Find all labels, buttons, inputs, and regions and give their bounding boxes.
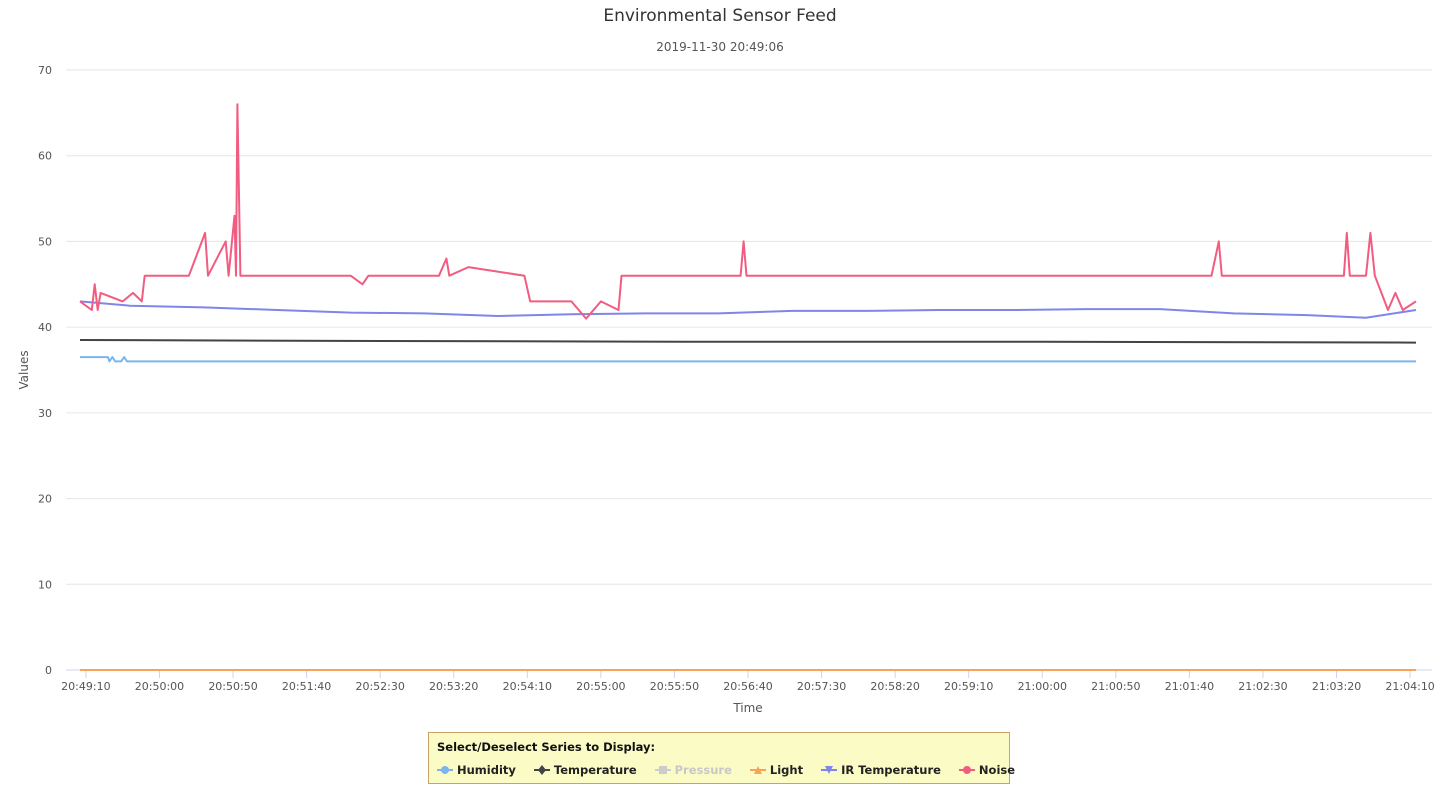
y-tick-label: 10 (38, 578, 52, 591)
grid-lines (66, 69, 1432, 671)
legend-item-humidity[interactable]: Humidity (437, 763, 516, 777)
x-tick-label: 20:56:40 (723, 680, 772, 693)
legend-item-label: IR Temperature (841, 763, 941, 777)
legend-marker-icon (749, 766, 766, 774)
legend-marker-icon (654, 766, 671, 774)
legend-item-light[interactable]: Light (749, 763, 804, 777)
legend-item-label: Pressure (674, 763, 732, 777)
legend-item-label: Humidity (457, 763, 516, 777)
series-lines (79, 103, 1417, 671)
y-tick-label: 70 (38, 64, 52, 77)
line-chart: 0 10 20 30 40 50 60 70 20:49:10 20:50:00 20:50:50… (17, 64, 1435, 715)
x-tick-label: 20:58:20 (870, 680, 919, 693)
x-axis-label: Time (732, 701, 762, 715)
series-line-humidity (80, 356, 1416, 363)
y-tick-label: 50 (38, 235, 52, 248)
series-line-noise (79, 103, 1417, 320)
x-tick-label: 20:49:10 (61, 680, 110, 693)
y-axis-label: Values (17, 350, 31, 389)
x-tick-label: 21:04:10 (1385, 680, 1434, 693)
series-line-temperature (79, 339, 1417, 344)
x-tick-label: 20:59:10 (944, 680, 993, 693)
legend-marker-icon (958, 766, 975, 774)
x-tick-label: 20:54:10 (503, 680, 552, 693)
y-tick-label: 0 (45, 664, 52, 677)
legend-title: Select/Deselect Series to Display: (437, 740, 656, 754)
x-tick-label: 20:53:20 (429, 680, 478, 693)
y-tick-label: 60 (38, 150, 52, 163)
x-tick-label: 20:57:30 (797, 680, 846, 693)
x-axis-ticks: 20:49:10 20:50:00 20:50:50 20:51:40 20:52:30… (61, 670, 1435, 693)
legend-item-label: Noise (978, 763, 1016, 777)
legend-item-pressure[interactable]: Pressure (654, 763, 732, 777)
y-tick-label: 30 (38, 407, 52, 420)
y-tick-label: 40 (38, 321, 52, 334)
chart-title: Environmental Sensor Feed (603, 6, 837, 26)
x-tick-label: 20:55:50 (650, 680, 699, 693)
x-tick-label: 20:55:00 (576, 680, 625, 693)
legend-marker-icon (437, 766, 453, 774)
legend-item-label: Temperature (553, 763, 637, 777)
legend-marker-icon (533, 765, 550, 775)
x-tick-label: 20:50:50 (208, 680, 257, 693)
chart-subtitle: 2019-11-30 20:49:06 (656, 40, 784, 54)
legend-items: Humidity Temperature Pressure Light IR Tempe… (437, 763, 1033, 777)
series-line-ir-temperature (79, 300, 1417, 319)
x-tick-label: 21:03:20 (1312, 680, 1361, 693)
x-tick-label: 21:00:50 (1091, 680, 1140, 693)
y-axis-ticks: 0 10 20 30 40 50 60 70 (38, 64, 52, 677)
legend-item-noise[interactable]: Noise (958, 763, 1016, 777)
x-tick-label: 21:00:00 (1018, 680, 1067, 693)
legend-marker-icon (821, 766, 838, 774)
legend-item-temperature[interactable]: Temperature (533, 763, 637, 777)
x-tick-label: 20:51:40 (282, 680, 331, 693)
legend-item-label: Light (769, 763, 804, 777)
x-tick-label: 20:52:30 (355, 680, 404, 693)
x-tick-label: 20:50:00 (135, 680, 184, 693)
x-tick-label: 21:01:40 (1165, 680, 1214, 693)
legend-item-ir-temperature[interactable]: IR Temperature (821, 763, 941, 777)
legend-box: Select/Deselect Series to Display: Humid… (428, 732, 1015, 784)
x-tick-label: 21:02:30 (1238, 680, 1287, 693)
y-tick-label: 20 (38, 493, 52, 506)
